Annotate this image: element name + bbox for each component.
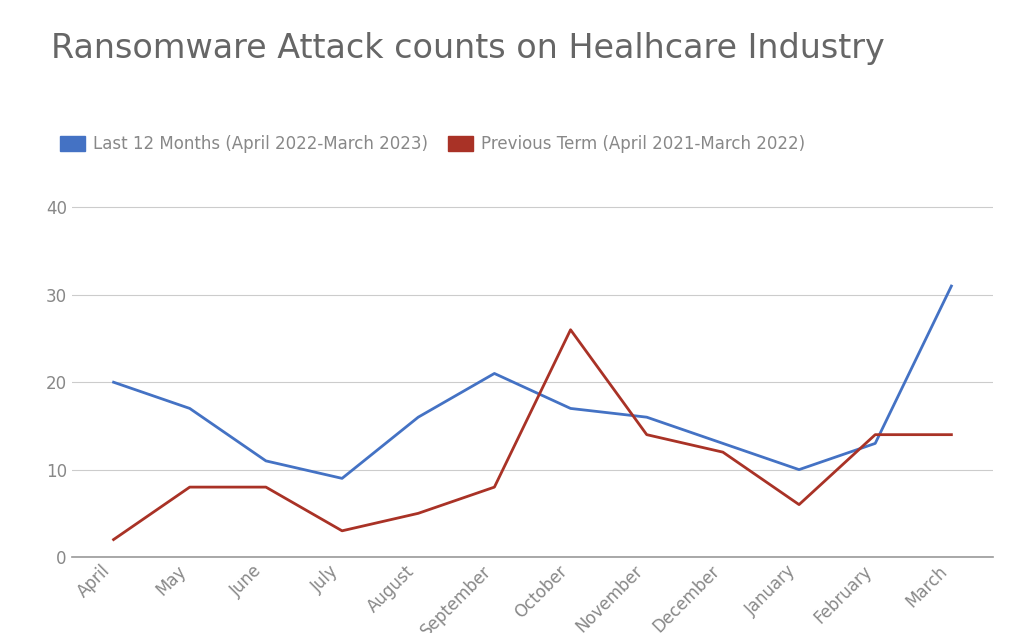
Last 12 Months (April 2022-March 2023)	[412, 413, 424, 421]
Previous Term (April 2021-March 2022)	[108, 536, 120, 543]
Last 12 Months (April 2022-March 2023)	[945, 282, 957, 290]
Last 12 Months (April 2022-March 2023)	[717, 439, 729, 447]
Previous Term (April 2021-March 2022)	[717, 448, 729, 456]
Last 12 Months (April 2022-March 2023)	[641, 413, 653, 421]
Last 12 Months (April 2022-March 2023)	[108, 379, 120, 386]
Line: Last 12 Months (April 2022-March 2023): Last 12 Months (April 2022-March 2023)	[114, 286, 951, 479]
Last 12 Months (April 2022-March 2023)	[336, 475, 348, 482]
Last 12 Months (April 2022-March 2023)	[793, 466, 805, 473]
Legend: Last 12 Months (April 2022-March 2023), Previous Term (April 2021-March 2022): Last 12 Months (April 2022-March 2023), …	[59, 135, 805, 153]
Previous Term (April 2021-March 2022)	[564, 326, 577, 334]
Text: Ransomware Attack counts on Healhcare Industry: Ransomware Attack counts on Healhcare In…	[51, 32, 885, 65]
Previous Term (April 2021-March 2022)	[336, 527, 348, 535]
Line: Previous Term (April 2021-March 2022): Previous Term (April 2021-March 2022)	[114, 330, 951, 539]
Previous Term (April 2021-March 2022)	[945, 431, 957, 439]
Previous Term (April 2021-March 2022)	[412, 510, 424, 517]
Last 12 Months (April 2022-March 2023)	[183, 404, 196, 412]
Previous Term (April 2021-March 2022)	[869, 431, 882, 439]
Previous Term (April 2021-March 2022)	[183, 484, 196, 491]
Previous Term (April 2021-March 2022)	[641, 431, 653, 439]
Last 12 Months (April 2022-March 2023)	[869, 439, 882, 447]
Previous Term (April 2021-March 2022)	[260, 484, 272, 491]
Previous Term (April 2021-March 2022)	[793, 501, 805, 508]
Last 12 Months (April 2022-March 2023)	[260, 457, 272, 465]
Last 12 Months (April 2022-March 2023)	[564, 404, 577, 412]
Previous Term (April 2021-March 2022)	[488, 484, 501, 491]
Last 12 Months (April 2022-March 2023)	[488, 370, 501, 377]
